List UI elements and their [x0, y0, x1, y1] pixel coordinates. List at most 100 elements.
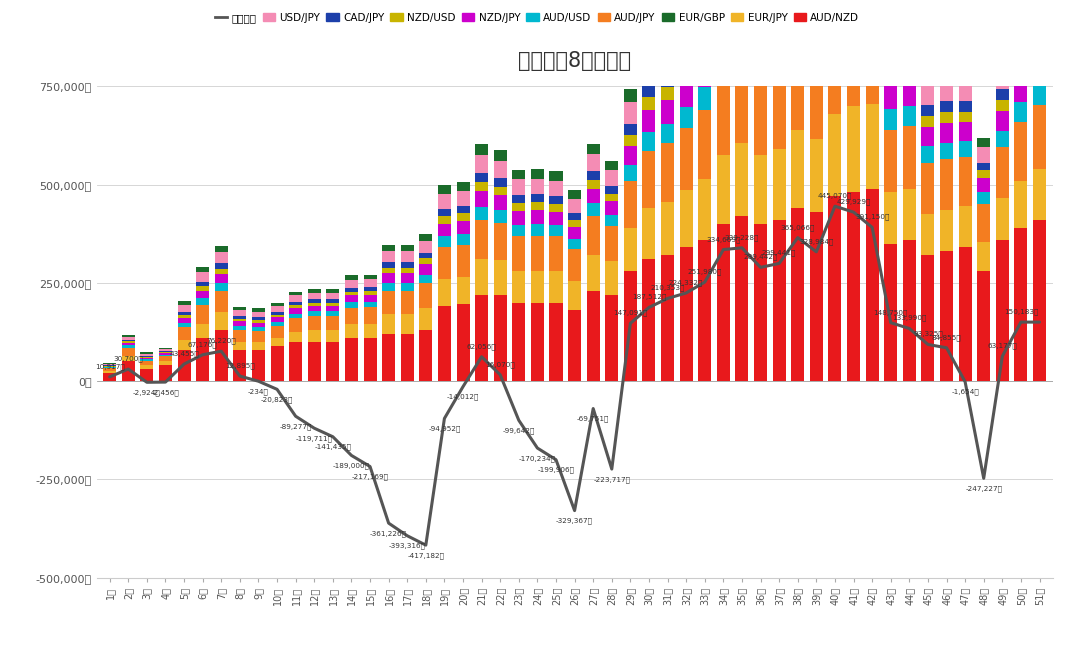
Bar: [121, 345, 134, 348]
Bar: [456, 206, 469, 213]
Bar: [550, 196, 563, 204]
Bar: [903, 68, 916, 82]
Bar: [828, 114, 841, 197]
Bar: [177, 311, 190, 315]
Bar: [996, 111, 1008, 131]
Bar: [326, 289, 339, 293]
Bar: [662, 32, 674, 47]
Bar: [1033, 169, 1046, 220]
Bar: [680, 191, 693, 248]
Bar: [363, 338, 377, 381]
Bar: [828, 13, 841, 114]
Bar: [456, 305, 469, 381]
Bar: [1015, 28, 1028, 54]
Bar: [1015, 102, 1028, 122]
Bar: [847, 2, 860, 106]
Bar: [401, 314, 413, 334]
Bar: [642, 84, 655, 97]
Text: 251,980円: 251,980円: [687, 268, 722, 275]
Bar: [792, 0, 804, 12]
Bar: [531, 271, 543, 303]
Bar: [550, 212, 563, 225]
Bar: [271, 315, 284, 317]
Bar: [401, 283, 413, 291]
Bar: [141, 356, 154, 357]
Bar: [642, 259, 655, 381]
Bar: [363, 324, 377, 338]
Bar: [289, 342, 302, 381]
Text: 210,353円: 210,353円: [651, 285, 685, 291]
Bar: [772, 70, 786, 149]
Bar: [308, 311, 321, 316]
Bar: [792, 129, 804, 208]
Bar: [438, 185, 451, 194]
Bar: [438, 279, 451, 307]
Bar: [121, 341, 134, 343]
Bar: [475, 173, 488, 182]
Bar: [754, 23, 767, 53]
Bar: [401, 262, 413, 268]
Bar: [736, 0, 749, 3]
Bar: [586, 216, 599, 256]
Bar: [996, 55, 1008, 67]
Text: 133,990円: 133,990円: [892, 315, 927, 321]
Bar: [159, 365, 172, 381]
Bar: [512, 211, 525, 224]
Bar: [233, 350, 246, 381]
Bar: [568, 220, 581, 227]
Bar: [977, 242, 990, 271]
Bar: [959, 157, 972, 207]
Bar: [586, 171, 599, 180]
Bar: [662, 203, 674, 256]
Bar: [642, 151, 655, 208]
Bar: [456, 245, 469, 277]
現実利益: [308, 424, 321, 432]
Bar: [698, 179, 711, 240]
Bar: [419, 252, 433, 258]
Bar: [401, 252, 413, 262]
Bar: [401, 334, 413, 381]
Bar: [252, 323, 265, 327]
Line: 現実利益: 現実利益: [110, 207, 1040, 545]
Bar: [977, 205, 990, 242]
Bar: [494, 187, 507, 195]
Bar: [382, 314, 395, 334]
Bar: [606, 194, 619, 201]
Bar: [550, 271, 563, 303]
Bar: [103, 368, 116, 371]
Bar: [197, 324, 209, 338]
Bar: [289, 305, 302, 308]
Bar: [326, 330, 339, 342]
Bar: [345, 307, 358, 324]
Bar: [624, 135, 637, 146]
Bar: [159, 353, 172, 355]
Bar: [215, 246, 228, 252]
Bar: [921, 71, 934, 83]
Bar: [233, 319, 246, 321]
Bar: [606, 170, 619, 186]
Bar: [512, 224, 525, 236]
Text: -20,823円: -20,823円: [261, 396, 293, 403]
Bar: [308, 303, 321, 305]
Bar: [1015, 54, 1028, 66]
Bar: [308, 289, 321, 293]
Bar: [177, 327, 190, 340]
Bar: [289, 291, 302, 295]
Bar: [921, 163, 934, 214]
Bar: [197, 298, 209, 305]
Bar: [475, 143, 488, 155]
Text: 67,176円: 67,176円: [188, 341, 218, 348]
Bar: [326, 342, 339, 381]
Text: 93,325円: 93,325円: [913, 331, 943, 337]
Text: 289,442円: 289,442円: [743, 254, 778, 260]
Bar: [197, 286, 209, 291]
Text: -119,711円: -119,711円: [295, 436, 333, 442]
Bar: [810, 0, 823, 27]
Bar: [1033, 84, 1046, 105]
Bar: [512, 303, 525, 381]
現実利益: [382, 519, 395, 527]
Text: 84,855円: 84,855円: [931, 334, 961, 341]
Bar: [1033, 59, 1046, 84]
Bar: [1015, 181, 1028, 228]
Bar: [233, 342, 246, 350]
